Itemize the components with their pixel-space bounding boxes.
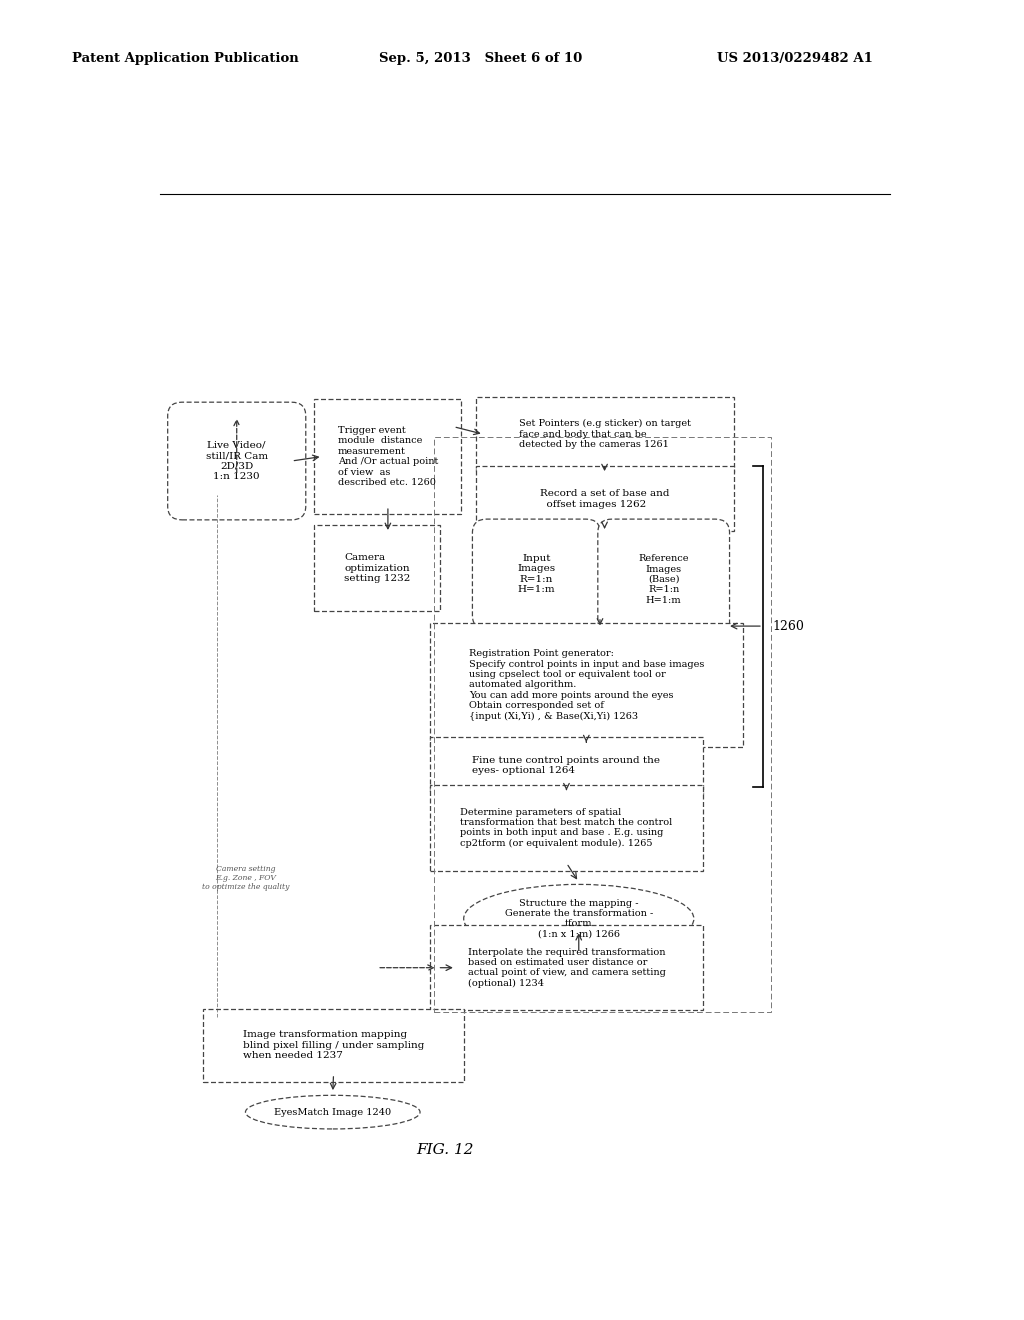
FancyBboxPatch shape <box>430 785 703 871</box>
FancyBboxPatch shape <box>430 623 743 747</box>
Text: Image transformation mapping
blind pixel filling / under sampling
when needed 12: Image transformation mapping blind pixel… <box>243 1031 424 1060</box>
Text: Determine parameters of spatial
transformation that best match the control
point: Determine parameters of spatial transfor… <box>461 808 673 847</box>
Ellipse shape <box>464 884 694 953</box>
Text: 1260: 1260 <box>772 619 804 632</box>
FancyBboxPatch shape <box>475 397 733 471</box>
FancyBboxPatch shape <box>430 737 703 795</box>
FancyBboxPatch shape <box>472 519 600 630</box>
Text: Structure the mapping -
Generate the transformation -
tform
(1:n x 1:m) 1266: Structure the mapping - Generate the tra… <box>505 899 653 939</box>
FancyBboxPatch shape <box>314 525 440 611</box>
Text: Live Video/
still/IR Cam
2D/3D
1:n 1230: Live Video/ still/IR Cam 2D/3D 1:n 1230 <box>206 441 268 480</box>
Text: Camera
optimization
setting 1232: Camera optimization setting 1232 <box>344 553 411 583</box>
Text: Registration Point generator:
Specify control points in input and base images
us: Registration Point generator: Specify co… <box>469 649 703 721</box>
Text: Patent Application Publication: Patent Application Publication <box>72 51 298 65</box>
FancyBboxPatch shape <box>430 925 703 1011</box>
Text: US 2013/0229482 A1: US 2013/0229482 A1 <box>717 51 872 65</box>
Text: Input
Images
R=1:n
H=1:m: Input Images R=1:n H=1:m <box>517 554 555 594</box>
FancyBboxPatch shape <box>475 466 733 532</box>
Text: Sep. 5, 2013   Sheet 6 of 10: Sep. 5, 2013 Sheet 6 of 10 <box>379 51 582 65</box>
Text: Interpolate the required transformation
based on estimated user distance or
actu: Interpolate the required transformation … <box>468 948 666 987</box>
FancyBboxPatch shape <box>168 403 306 520</box>
Text: Trigger event
module  distance
measurement
And /Or actual point
of view  as
desc: Trigger event module distance measuremen… <box>338 426 438 487</box>
Text: Set Pointers (e.g sticker) on target
face and body that can be
detected by the c: Set Pointers (e.g sticker) on target fac… <box>518 420 690 449</box>
Text: FIG. 12: FIG. 12 <box>417 1143 474 1158</box>
Text: Fine tune control points around the
eyes- optional 1264: Fine tune control points around the eyes… <box>472 756 660 775</box>
FancyBboxPatch shape <box>314 399 461 513</box>
Text: Reference
Images
(Base)
R=1:n
H=1:m: Reference Images (Base) R=1:n H=1:m <box>638 554 689 605</box>
Text: Camera setting
E.g. Zone , FOV
to optimize the quality: Camera setting E.g. Zone , FOV to optimi… <box>202 865 289 891</box>
Ellipse shape <box>246 1096 420 1129</box>
Text: EyesMatch Image 1240: EyesMatch Image 1240 <box>274 1107 391 1117</box>
FancyBboxPatch shape <box>204 1008 464 1081</box>
Text: Record a set of base and
  offset images 1262: Record a set of base and offset images 1… <box>540 490 670 508</box>
FancyBboxPatch shape <box>598 519 729 640</box>
